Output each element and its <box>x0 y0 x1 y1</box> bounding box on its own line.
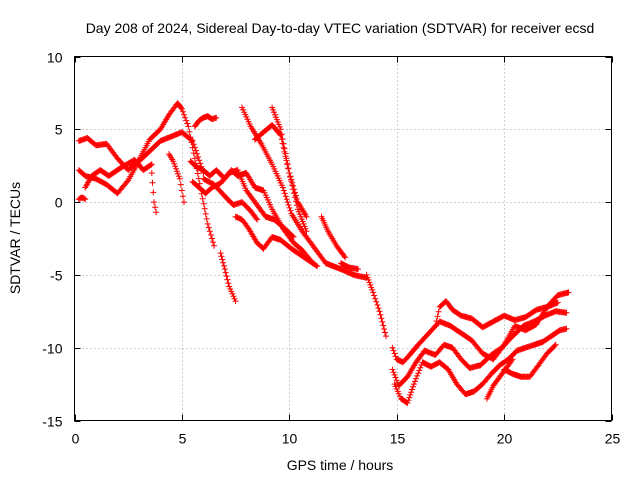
data-point-markers <box>82 156 155 191</box>
series-arc-6 <box>166 151 187 206</box>
data-point-markers <box>166 151 187 206</box>
series-arc-7 <box>191 113 220 130</box>
data-point-markers <box>389 308 570 389</box>
data-point-markers <box>200 175 261 223</box>
x-axis-label: GPS time / hours <box>287 457 394 473</box>
y-tick-label: 10 <box>47 50 63 66</box>
x-tick-label: 0 <box>72 431 80 447</box>
x-tick-label: 20 <box>497 431 513 447</box>
data-point-markers <box>318 213 349 261</box>
data-point-markers <box>363 271 389 340</box>
series-arc-14 <box>251 121 310 220</box>
data-point-markers <box>269 104 310 235</box>
data-points <box>75 100 572 406</box>
data-point-markers <box>191 113 220 130</box>
data-point-markers <box>232 213 321 270</box>
y-tick-label: 0 <box>55 195 63 211</box>
x-tick-label: 10 <box>282 431 298 447</box>
data-point-markers <box>432 298 561 331</box>
grid <box>74 56 612 421</box>
x-tick-labels: 0 5 10 15 20 25 <box>72 431 621 447</box>
series-arc-13 <box>239 104 370 281</box>
chart-title: Day 208 of 2024, Sidereal Day-to-day VTE… <box>86 20 595 36</box>
x-tick-label: 15 <box>390 431 406 447</box>
data-point-markers <box>239 104 370 281</box>
data-point-markers <box>217 250 239 305</box>
series-arc-3 <box>82 156 155 191</box>
series-arc-22 <box>432 298 561 331</box>
x-tick-label: 5 <box>179 431 187 447</box>
series-arc-11 <box>217 250 239 305</box>
data-point-markers <box>337 260 361 273</box>
series-arc-4 <box>75 194 89 203</box>
y-tick-label: -5 <box>50 268 63 284</box>
y-tick-labels: -15 -10 -5 0 5 10 <box>42 50 62 430</box>
x-tick-label: 25 <box>605 431 621 447</box>
series-arc-17 <box>337 260 361 273</box>
y-axis-label: SDTVAR / TECUs <box>7 182 23 294</box>
series-arc-18 <box>363 271 389 340</box>
series-arc-16 <box>318 213 349 261</box>
data-point-markers <box>501 341 559 380</box>
data-point-markers <box>251 121 310 220</box>
series-arc-15 <box>269 104 310 235</box>
data-point-markers <box>75 194 89 203</box>
data-point-markers <box>391 325 570 406</box>
series-arc-24 <box>501 341 559 380</box>
plot-frame <box>74 56 612 421</box>
data-point-markers <box>148 170 160 216</box>
series-arc-21 <box>391 325 570 406</box>
series-arc-5 <box>148 170 160 216</box>
y-tick-label: -10 <box>42 341 62 357</box>
y-tick-label: -15 <box>42 414 62 430</box>
series-arc-10 <box>200 175 261 223</box>
series-arc-2 <box>75 129 207 197</box>
series-arc-12 <box>232 213 321 270</box>
axis-ticks <box>74 56 613 422</box>
series-arc-20 <box>389 308 570 389</box>
y-tick-label: 5 <box>55 122 63 138</box>
data-point-markers <box>75 129 207 197</box>
